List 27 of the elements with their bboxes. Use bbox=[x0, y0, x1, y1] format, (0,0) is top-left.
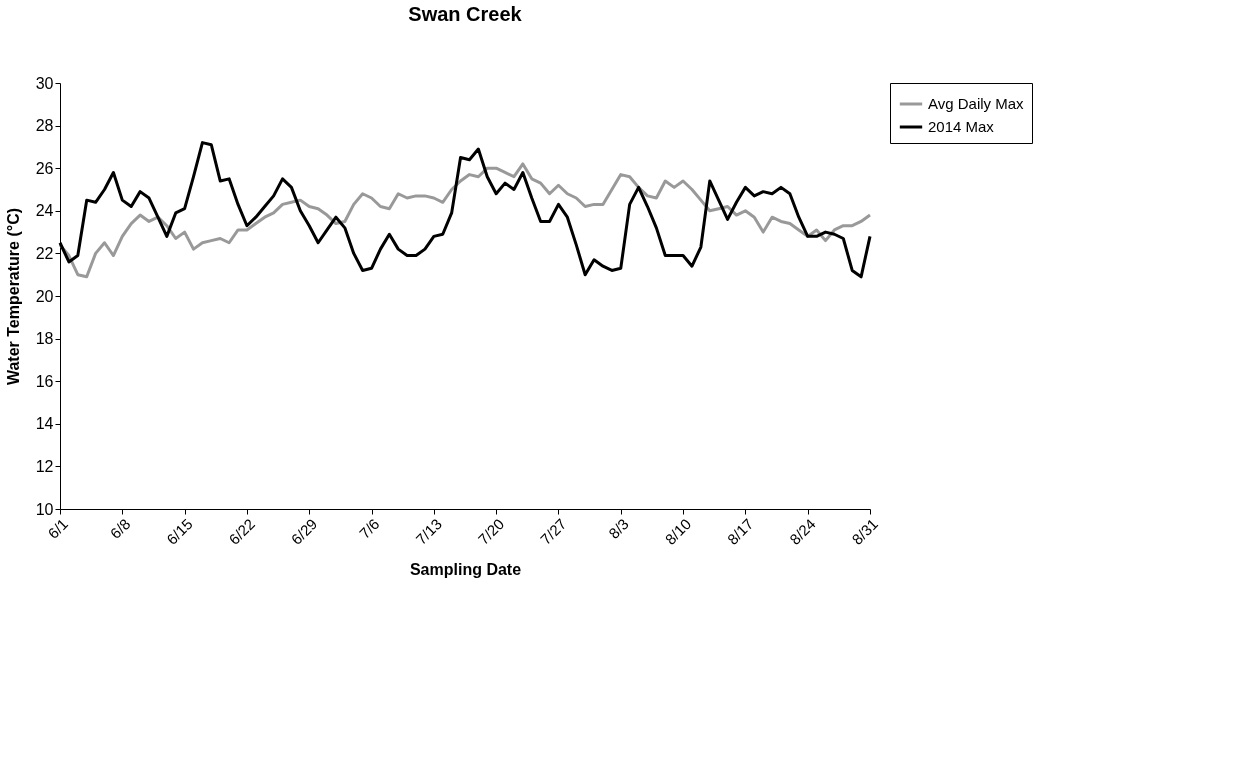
y-tick-label: 30 bbox=[35, 74, 54, 92]
y-tick-label: 26 bbox=[35, 159, 54, 177]
x-tick-label: 7/6 bbox=[355, 515, 383, 542]
legend-label: 2014 Max bbox=[928, 118, 995, 135]
y-tick-label: 28 bbox=[35, 117, 54, 135]
y-tick-label: 22 bbox=[35, 244, 54, 262]
y-tick-label: 18 bbox=[35, 330, 54, 348]
legend-label: Avg Daily Max bbox=[928, 95, 1025, 112]
x-tick-label: 6/1 bbox=[44, 515, 72, 542]
x-tick-label: 8/3 bbox=[605, 515, 632, 542]
x-tick-label: 7/13 bbox=[412, 515, 445, 548]
x-tick-label: 6/8 bbox=[106, 515, 134, 542]
y-axis-title: Water Temperature (°C) bbox=[4, 207, 22, 386]
y-tick-label: 10 bbox=[35, 500, 54, 518]
y-tick-label: 24 bbox=[35, 202, 54, 220]
x-tick-label: 7/20 bbox=[474, 515, 508, 548]
chart-title: Swan Creek bbox=[408, 3, 523, 25]
x-axis-title: Sampling Date bbox=[409, 560, 522, 578]
y-tick-label: 16 bbox=[35, 372, 54, 390]
y-tick-label: 14 bbox=[35, 415, 54, 433]
line-series bbox=[58, 162, 872, 279]
y-tick-label: 12 bbox=[35, 457, 54, 475]
x-tick-label: 6/15 bbox=[163, 515, 196, 548]
y-tick-label: 20 bbox=[35, 287, 54, 305]
x-tick-label: 8/31 bbox=[848, 515, 882, 548]
x-tick-label: 6/22 bbox=[225, 515, 259, 548]
x-tick-label: 6/29 bbox=[287, 515, 321, 548]
